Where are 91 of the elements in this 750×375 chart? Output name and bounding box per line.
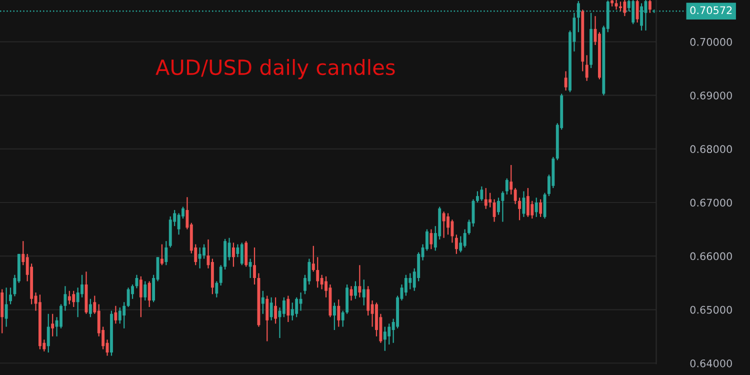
candlestick bbox=[64, 286, 67, 312]
candlestick bbox=[76, 287, 80, 318]
candlestick bbox=[46, 313, 50, 354]
candlestick bbox=[126, 287, 130, 308]
candlestick bbox=[623, 0, 626, 17]
candlestick bbox=[261, 290, 264, 314]
candlestick bbox=[530, 200, 534, 220]
candlestick bbox=[430, 228, 433, 250]
candlestick bbox=[248, 258, 252, 279]
candlestick bbox=[9, 287, 12, 305]
candlestick bbox=[266, 295, 269, 342]
y-tick-label: 0.65000 bbox=[690, 306, 732, 314]
candlestick bbox=[636, 0, 639, 24]
candlestick bbox=[122, 302, 126, 329]
candlestick bbox=[88, 298, 92, 318]
candlestick bbox=[404, 274, 408, 296]
candlestick bbox=[341, 310, 344, 328]
candlestick bbox=[320, 274, 324, 290]
candlestick bbox=[198, 246, 202, 269]
candlestick bbox=[510, 164, 513, 196]
candlestick bbox=[135, 274, 138, 289]
candlestick bbox=[295, 296, 298, 318]
candlestick bbox=[614, 0, 618, 10]
candlestick bbox=[312, 245, 315, 272]
candlestick bbox=[388, 323, 391, 346]
candlestick bbox=[501, 190, 504, 222]
candlestick bbox=[282, 296, 286, 318]
candlestick bbox=[219, 264, 222, 286]
candlestick bbox=[337, 298, 340, 328]
candlestick bbox=[505, 178, 508, 196]
candlestick bbox=[585, 54, 588, 82]
y-tick-label: 0.64000 bbox=[690, 359, 732, 368]
candlestick bbox=[215, 280, 218, 298]
y-tick-label: 0.70000 bbox=[690, 38, 732, 46]
candlestick bbox=[408, 272, 412, 290]
candlestick bbox=[4, 287, 8, 328]
candlestick bbox=[270, 296, 273, 321]
y-tick-label: 0.69000 bbox=[690, 92, 732, 100]
candlestick bbox=[446, 212, 450, 236]
y-tick-label: 0.68000 bbox=[690, 145, 732, 154]
candlestick bbox=[68, 290, 71, 305]
candlestick bbox=[240, 242, 244, 266]
candlestick bbox=[144, 280, 147, 302]
candlestick bbox=[454, 234, 458, 254]
candlestick bbox=[383, 326, 386, 352]
y-tick-label: 0.66000 bbox=[690, 252, 732, 260]
candlestick bbox=[476, 190, 479, 204]
candlestick bbox=[459, 236, 462, 253]
candlestick bbox=[564, 70, 568, 92]
candlestick bbox=[164, 240, 168, 266]
candlestick bbox=[526, 187, 530, 218]
candlestick bbox=[72, 290, 76, 308]
candlestick bbox=[648, 0, 652, 14]
candlestick bbox=[492, 198, 496, 222]
candlestick bbox=[274, 296, 278, 324]
candlestick bbox=[619, 1, 622, 12]
candlestick bbox=[177, 212, 180, 236]
candlestick bbox=[362, 279, 366, 306]
candlestick bbox=[539, 198, 542, 218]
candlestick bbox=[253, 246, 256, 286]
candlestick bbox=[316, 256, 320, 288]
candlestick bbox=[290, 302, 294, 321]
candlestick bbox=[160, 244, 164, 266]
candlestick bbox=[114, 305, 118, 324]
candlestick bbox=[148, 280, 151, 308]
candlestick bbox=[354, 280, 357, 300]
candlestick bbox=[60, 304, 62, 329]
candlestick bbox=[534, 197, 538, 218]
candlestick bbox=[139, 276, 142, 318]
candlestick bbox=[286, 295, 290, 323]
candlestick bbox=[442, 211, 446, 238]
candlestick bbox=[232, 242, 235, 268]
candlestick bbox=[484, 187, 488, 210]
candlestick bbox=[480, 186, 484, 202]
candlestick bbox=[463, 228, 466, 248]
candlestick bbox=[244, 240, 248, 268]
candlestick bbox=[366, 286, 370, 316]
candlestick bbox=[202, 244, 206, 260]
candlestick bbox=[118, 306, 122, 324]
candlestick bbox=[518, 197, 522, 221]
y-tick-label: 0.67000 bbox=[690, 198, 732, 207]
candlestick bbox=[358, 264, 362, 298]
candlestick bbox=[514, 187, 517, 205]
candlestick bbox=[80, 274, 84, 298]
ref-line-label: 0.70572 bbox=[690, 6, 732, 14]
candlestick bbox=[51, 313, 54, 337]
candlestick bbox=[299, 292, 302, 312]
candlestick bbox=[332, 302, 336, 331]
annotation: AUD/USD daily candles bbox=[156, 59, 395, 80]
candlestick bbox=[488, 192, 492, 208]
candlestick bbox=[497, 197, 500, 216]
